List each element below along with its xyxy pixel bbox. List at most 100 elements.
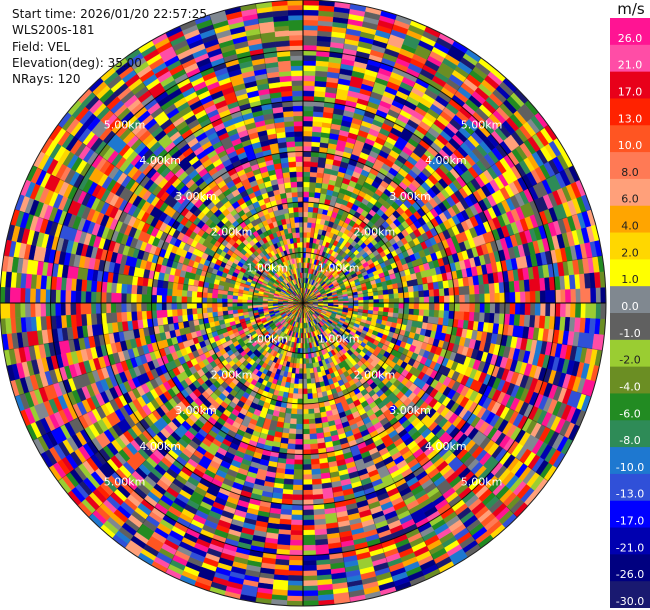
velocity-gate-group: [302, 368, 307, 374]
velocity-gate-group: [442, 317, 449, 327]
velocity-gate-group: [271, 106, 284, 114]
colorbar-tick-label: 2.0: [621, 246, 639, 259]
velocity-gate-group: [289, 40, 304, 47]
colorbar-unit: m/s: [617, 0, 645, 18]
colorbar: 26.0 21.0 17.0 13.0 10.0 8.0 6.0 4.0 2.0 1.0 0.0 -1…: [610, 18, 650, 608]
range-ring-label: 3.00km: [389, 190, 431, 203]
velocity-gate-group: [279, 523, 292, 531]
velocity-gate-group: [509, 302, 516, 315]
velocity-gate-group: [156, 302, 162, 311]
velocity-gate-group: [288, 575, 304, 581]
velocity-gate-group: [302, 120, 313, 127]
range-ring-label: 4.00km: [139, 440, 181, 453]
colorbar-tick-label: 8.0: [621, 166, 639, 179]
elevation-angle: Elevation(deg): 35.00: [12, 55, 142, 70]
colorbar-segment: [610, 232, 650, 260]
range-ring-label: 2.00km: [354, 368, 396, 381]
velocity-gate-group: [288, 433, 297, 440]
colorbar-tick-label: -4.0: [619, 380, 640, 393]
velocity-gate-group: [314, 528, 328, 536]
colorbar-segment: [610, 125, 650, 153]
colorbar-tick-label: 0.0: [621, 300, 639, 313]
colorbar-tick-label: -26.0: [616, 568, 644, 581]
velocity-gate-group: [443, 310, 450, 319]
colorbar-tick-label: 21.0: [618, 59, 643, 72]
colorbar-tick-label: 13.0: [618, 112, 643, 125]
velocity-gate-group: [519, 302, 526, 315]
range-ring-label: 3.00km: [175, 190, 217, 203]
velocity-gate-group: [206, 307, 213, 314]
range-ring-label: 5.00km: [461, 119, 503, 132]
colorbar-tick-label: -17.0: [616, 515, 644, 528]
velocity-gate-group: [472, 275, 480, 286]
range-ring-label: 5.00km: [104, 119, 146, 132]
velocity-gate-group: [307, 393, 314, 400]
range-ring: [151, 151, 455, 455]
velocity-gate-group: [273, 163, 282, 170]
colorbar-tick-label: -6.0: [619, 407, 640, 420]
colorbar-segment: [610, 18, 650, 46]
velocity-gate-group: [121, 283, 128, 294]
outer-ring: [0, 0, 607, 607]
velocity-gate-group: [131, 284, 138, 295]
velocity-gate-group: [314, 417, 323, 424]
velocity-gate-group: [65, 290, 72, 304]
range-ring-label: 4.00km: [425, 154, 467, 167]
instrument-name: WLS200s-181: [12, 23, 95, 38]
colorbar-segment: [610, 500, 650, 529]
colorbar-segment: [610, 420, 650, 448]
velocity-gate-group: [295, 368, 300, 374]
velocity-gate-group: [296, 181, 304, 188]
colorbar-tick-label: -13.0: [616, 488, 644, 501]
velocity-gate-group: [298, 373, 304, 379]
velocity-gate-group: [141, 285, 148, 296]
colorbar-tick-label: 1.0: [621, 273, 639, 286]
velocity-gate-group: [75, 314, 83, 327]
colorbar-tick-label: -2.0: [619, 354, 640, 367]
velocity-gate-group: [509, 291, 516, 304]
colorbar-tick-label: 10.0: [618, 139, 643, 152]
velocity-gate-group: [312, 488, 324, 495]
colorbar-segment: [610, 339, 650, 368]
field-name: Field: VEL: [12, 39, 71, 54]
range-ring: [252, 252, 354, 354]
range-ring: [201, 201, 405, 405]
velocity-gate-group: [274, 121, 285, 129]
colorbar-tick-label: 26.0: [618, 32, 643, 45]
velocity-gates: [0, 0, 607, 607]
colorbar-tick-label: 17.0: [618, 85, 643, 98]
range-ring: [50, 50, 556, 556]
velocity-gate-group: [156, 309, 168, 319]
colorbar-segment: [610, 205, 650, 234]
colorbar-segment: [610, 527, 650, 555]
range-ring-label: 2.00km: [354, 226, 396, 239]
velocity-gate-group: [55, 302, 62, 317]
colorbar-tick-label: 6.0: [621, 193, 639, 206]
range-ring-label: 3.00km: [175, 404, 217, 417]
colorbar-tick-label: -21.0: [616, 541, 644, 554]
velocity-gate-group: [58, 224, 78, 242]
range-ring-label: 3.00km: [389, 404, 431, 417]
velocity-gate-group: [383, 293, 389, 299]
colorbar-segment: [610, 98, 650, 126]
range-ring-label: 2.00km: [211, 226, 253, 239]
velocity-gate-group: [314, 80, 327, 88]
velocity-gate-group: [105, 292, 112, 304]
colorbar-segment: [610, 259, 650, 287]
colorbar-segment: [610, 286, 650, 314]
velocity-gate-group: [311, 126, 322, 133]
velocity-gate-group: [311, 136, 321, 143]
range-ring-label: 1.00km: [247, 261, 289, 274]
velocity-gate-group: [559, 302, 566, 317]
velocity-gate-group: [284, 126, 295, 133]
colorbar-tick-label: -30.0: [616, 595, 644, 608]
velocity-gate-group: [177, 283, 184, 291]
start-time: Start time: 2026/01/20 22:57:25: [12, 7, 207, 21]
colorbar-segment: [610, 554, 650, 582]
velocity-gate-group: [534, 302, 541, 316]
range-ring-label: 4.00km: [139, 154, 181, 167]
velocity-gate-group: [309, 433, 318, 440]
colorbar-segment: [610, 152, 650, 180]
range-rings: 1.00km 1.00km 1.00km 1.00km 2.00km 2.00km 2.00…: [50, 50, 556, 556]
